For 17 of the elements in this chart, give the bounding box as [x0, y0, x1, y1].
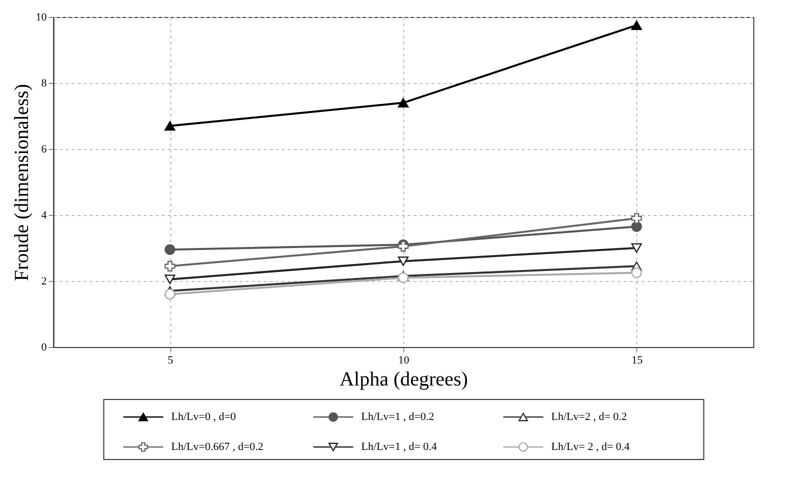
y-tick-label: 8 — [41, 78, 48, 90]
y-tick-label: 2 — [41, 276, 47, 288]
legend-label: Lh/Lv=0 , d=0 — [171, 411, 236, 423]
legend-label: Lh/Lv= 2 , d= 0.4 — [551, 441, 630, 453]
y-tick-label: 4 — [41, 210, 48, 222]
legend-label: Lh/Lv=0.667 , d=0.2 — [171, 441, 264, 453]
y-tick-label: 10 — [36, 12, 48, 24]
y-tick-label: 0 — [41, 342, 48, 354]
legend-label: Lh/Lv=1 , d= 0.4 — [361, 441, 438, 453]
legend-label: Lh/Lv=1 , d=0.2 — [361, 411, 434, 423]
x-tick-label: 10 — [398, 354, 410, 366]
x-tick-label: 15 — [632, 354, 644, 366]
legend-label: Lh/Lv=2 , d= 0.2 — [551, 411, 627, 423]
x-tick-label: 5 — [168, 354, 174, 366]
y-tick-label: 6 — [41, 144, 48, 156]
x-axis-title: Alpha (degrees) — [340, 368, 468, 390]
y-axis-title: Froude (dimensionaless) — [10, 84, 33, 282]
